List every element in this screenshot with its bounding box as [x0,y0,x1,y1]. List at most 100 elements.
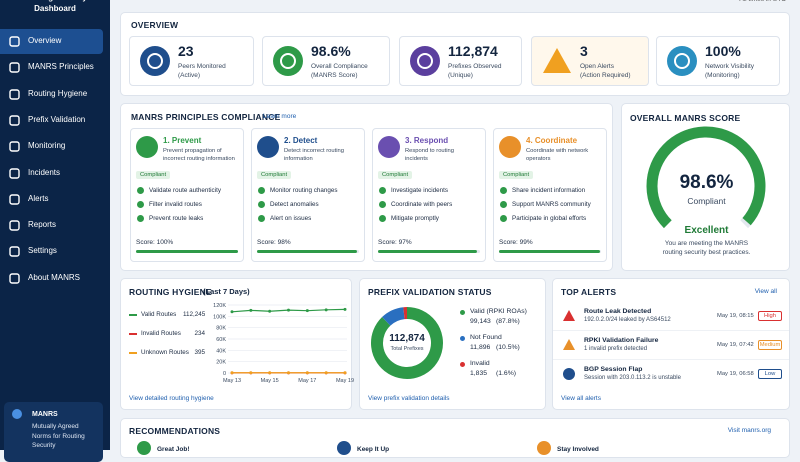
panel-link[interactable]: Visit manrs.org [728,427,771,434]
graphic [460,362,465,367]
check-icon [379,215,386,222]
line-point [325,308,328,311]
nav-item[interactable]: MANRS Principles [0,55,103,80]
nav-item[interactable]: Alerts [0,187,103,212]
nav-item[interactable]: Incidents [0,161,103,186]
line-point [268,310,271,313]
badge: Compliant [499,171,533,179]
principle-item: Participate in global efforts [512,215,586,222]
nav-label: Settings [28,246,57,255]
principle-desc: information [284,156,313,162]
graphic [379,215,386,222]
graphic [137,201,144,208]
stat-value: 3 [580,43,588,59]
x-tick-label: May 13 [223,378,241,384]
line-point [287,309,290,312]
nav-item[interactable]: Settings [0,239,103,264]
line-point [325,371,328,374]
nav-icon [10,37,19,46]
nav-label: Prefix Validation [28,115,85,124]
graphic [378,250,480,253]
graphic [9,220,20,231]
check-icon [137,201,144,208]
principle-icon [136,136,158,158]
stat-sub: (Monitoring) [705,72,740,79]
graphic [258,187,265,194]
panel-title: TOP ALERTS [561,287,616,297]
principle-item: Support MANRS community [512,201,591,208]
principle-name: 2. Detect [284,136,317,145]
learn-more[interactable]: Learn more [263,113,296,120]
stat-label: Prefixes Observed [448,63,501,70]
stat-sub: (Action Required) [580,72,631,79]
panel-link[interactable]: View prefix validation details [368,395,450,402]
graphic [257,250,359,253]
graphic [258,215,265,222]
graphic [9,141,20,152]
alert-time: May 19, 07:42 [717,342,754,348]
graphic [500,215,507,222]
sidebar: Routing Security DashboardOverviewMANRS … [0,0,110,450]
alert-detail: Session with 203.0.113.2 is unstable [584,375,681,381]
line-point [231,371,234,374]
gauge-status: Excellent [622,225,791,236]
nav-item[interactable]: Prefix Validation [0,108,103,133]
alert-detail: 192.0.2.0/24 leaked by AS64512 [584,317,671,323]
rec-icon [537,441,551,455]
stat-value: 23 [178,43,194,59]
gauge-sub: Compliant [622,196,791,206]
principle-desc: Respond to routing [405,148,454,154]
legend-name: Invalid [470,360,490,367]
score-label: Score: 100% [136,239,173,246]
nav-icon [10,169,19,178]
y-tick-label: 20K [216,360,226,366]
graphic [667,46,697,76]
nav-item[interactable]: Routing Hygiene [0,82,103,107]
nav-item[interactable]: Reports [0,213,103,238]
legend-share: (1.6%) [496,370,516,377]
nav-item[interactable]: About MANRS [0,266,103,291]
principle-item: Validate route authenticity [149,187,221,194]
check-icon [137,215,144,222]
legend-value: 1,835 [470,370,487,377]
graphic [499,250,601,253]
principle-desc: incorrect routing information [163,156,235,162]
graphic [563,339,575,351]
graphic [9,246,20,257]
panel-link[interactable]: View detailed routing hygiene [129,395,214,402]
graphic [379,187,386,194]
graphic [460,310,465,315]
principle-icon [378,136,400,158]
view-all[interactable]: View all [755,288,777,295]
y-tick-label: 0 [223,371,226,377]
info-icon [12,409,22,419]
line-point [268,371,271,374]
y-tick-label: 80K [216,326,226,332]
nav-item[interactable]: Monitoring [0,134,103,159]
check-icon [500,215,507,222]
panel-link[interactable]: View all alerts [561,395,601,402]
nav-icon [10,195,19,204]
graphic [273,46,303,76]
badge: Compliant [378,171,412,179]
graphic [12,409,22,419]
nav-item[interactable]: Overview [0,29,103,54]
graphic [9,194,20,205]
alert-title: RPKI Validation Failure [584,337,658,344]
line-point [306,309,309,312]
stat-value: 98.6% [311,43,351,59]
graphic [258,201,265,208]
graphic [9,168,20,179]
principle-desc: Prevent propagation of [163,148,222,154]
score-label: Score: 98% [257,239,291,246]
score-bar [257,250,357,253]
graphic [140,46,170,76]
y-tick-label: 100K [213,314,226,320]
hygiene-panel: ROUTING HYGIENE(Last 7 Days)Valid Routes… [120,278,352,410]
nav-icon [10,142,19,151]
